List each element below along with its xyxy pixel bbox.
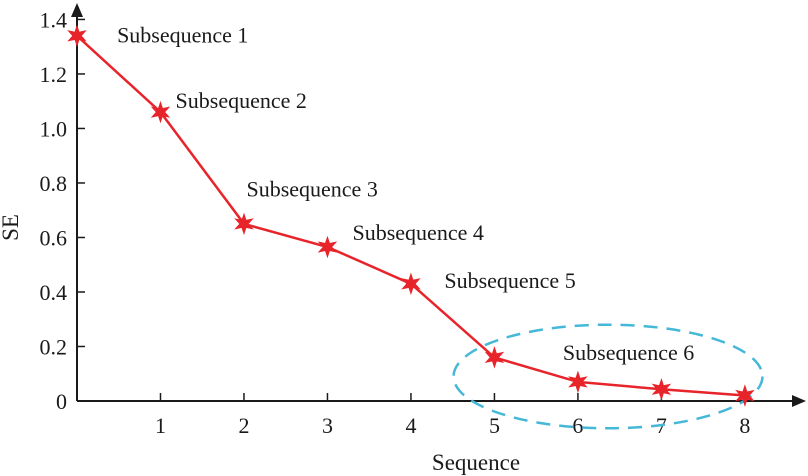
- x-tick-label: 8: [739, 413, 750, 438]
- point-annotations: Subsequence 1 Subsequence 2 Subsequence 3 S…: [117, 23, 694, 366]
- y-tick-label: 0.8: [40, 171, 68, 196]
- y-tick-label: 1.0: [40, 116, 68, 141]
- y-tick-label: 0: [56, 389, 67, 414]
- data-markers: [67, 24, 755, 407]
- data-point-marker: [401, 272, 421, 296]
- y-tick-label: 1.4: [40, 7, 68, 32]
- y-tick-label: 0.2: [40, 334, 68, 359]
- x-axis-arrow: [792, 395, 806, 407]
- x-tick-label: 2: [238, 413, 249, 438]
- subsequence-label: Subsequence 3: [246, 177, 377, 202]
- subsequence-label: Subsequence 5: [444, 268, 575, 293]
- x-tick-label: 3: [322, 413, 333, 438]
- x-tick-label: 1: [155, 413, 166, 438]
- x-axis-title: Sequence: [432, 450, 520, 475]
- subsequence-label: Subsequence 2: [176, 88, 307, 113]
- highlight-ellipse: [452, 323, 764, 430]
- y-tick-label: 0.4: [40, 280, 68, 305]
- data-point-marker: [67, 24, 87, 48]
- x-tick-label: 6: [572, 413, 583, 438]
- x-tick-label: 4: [405, 413, 416, 438]
- subsequence-label: Subsequence 4: [353, 220, 484, 245]
- y-axis-title: SE: [0, 214, 23, 241]
- data-point-marker: [317, 235, 338, 259]
- data-point-marker: [484, 346, 505, 369]
- y-tick-label: 0.6: [40, 225, 68, 250]
- data-point-marker: [651, 378, 672, 401]
- data-point-marker: [568, 370, 588, 394]
- subsequence-label: Subsequence 1: [117, 23, 248, 48]
- y-axis-arrow: [71, 3, 83, 17]
- subsequence-label: Subsequence 6: [563, 340, 694, 365]
- data-point-marker: [150, 100, 171, 124]
- y-ticks: 0 0.2 0.4 0.6 0.8 1.0 1.2 1.4: [40, 7, 85, 414]
- axes: [71, 3, 806, 407]
- y-tick-label: 1.2: [40, 62, 68, 87]
- x-tick-label: 5: [489, 413, 500, 438]
- data-point-marker: [735, 384, 755, 407]
- data-point-marker: [234, 212, 254, 236]
